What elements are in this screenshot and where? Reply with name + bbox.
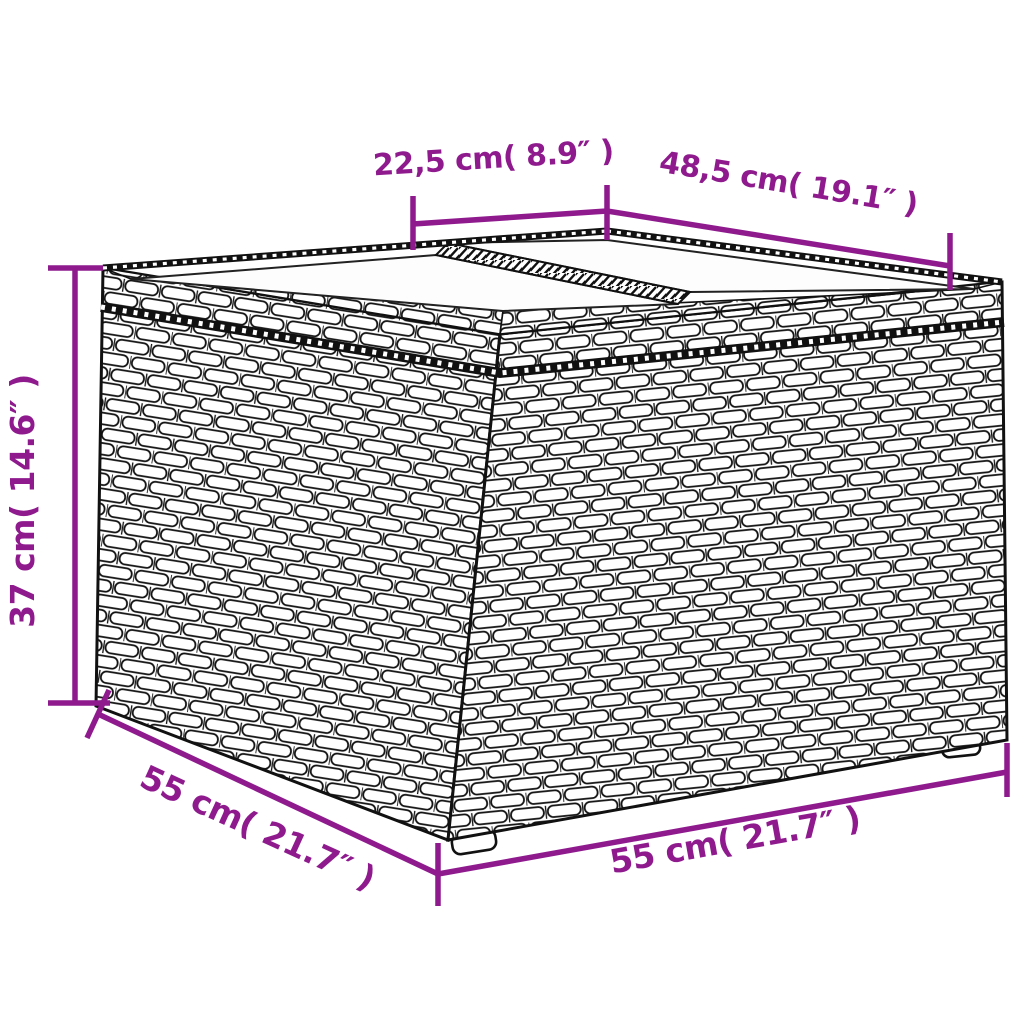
dimension-label-top-small: 22,5 cm( 8.9″ ) <box>372 134 615 184</box>
wicker-front-left-face <box>94 266 502 843</box>
front-corner-seam <box>446 333 502 841</box>
rim-braid-band <box>100 302 1005 379</box>
tabletop-back-right-braid <box>606 227 1003 286</box>
dimension-line-width <box>435 743 1010 906</box>
dimension-annotations <box>48 185 1010 906</box>
table-illustration <box>94 227 1009 856</box>
dimension-label-height: 37 cm( 14.6″ ) <box>3 374 42 628</box>
dimension-line-height <box>48 265 110 706</box>
dimension-line-depth <box>84 688 440 877</box>
tabletop <box>102 227 1003 336</box>
dimension-label-width: 55 cm( 21.7″ ) <box>607 798 864 881</box>
dimension-line-top-large <box>606 208 953 290</box>
divider-strip <box>433 241 693 306</box>
tabletop-back-left-braid <box>102 227 608 272</box>
dimension-label-top-large: 48,5 cm( 19.1″ ) <box>657 145 920 223</box>
tick <box>84 688 112 740</box>
